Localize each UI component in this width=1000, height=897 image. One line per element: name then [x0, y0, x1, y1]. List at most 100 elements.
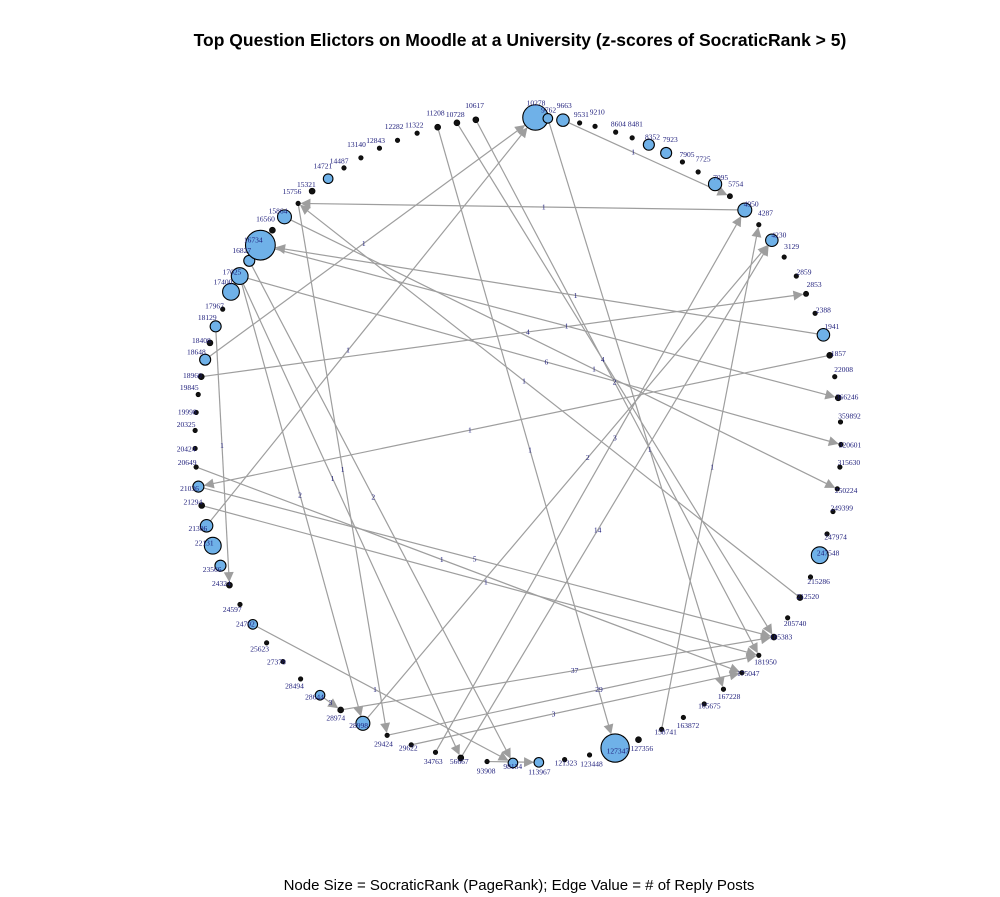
node-label-18408: 18408 — [192, 336, 211, 345]
edge-value-label: 2 — [613, 378, 617, 387]
node-22131 — [203, 536, 222, 555]
edge-value-label: 1 — [468, 426, 472, 435]
node-113967 — [533, 756, 545, 768]
node-24792 — [247, 618, 259, 630]
node-24597 — [237, 601, 243, 608]
chart-title: Top Question Elictors on Moodle at a Uni… — [193, 30, 847, 50]
node-56667 — [457, 754, 465, 762]
node-label-167228: 167228 — [718, 692, 741, 701]
node-12282 — [394, 137, 401, 143]
edge-10617-181950 — [476, 122, 758, 654]
node-label-366246: 366246 — [836, 393, 859, 402]
node-label-8604: 8604 — [611, 120, 626, 129]
node-20424 — [192, 445, 198, 452]
node-15864 — [276, 209, 292, 225]
node-16560 — [269, 226, 276, 234]
node-label-11208: 11208 — [426, 108, 445, 117]
node-15756 — [295, 200, 301, 206]
node-11208 — [434, 123, 441, 131]
node-205740 — [785, 615, 791, 621]
edge-9663-5754 — [568, 122, 728, 196]
node-label-359892: 359892 — [838, 411, 861, 420]
node-22008 — [832, 374, 838, 380]
edge-9762-167228 — [548, 122, 725, 688]
chart-caption: Node Size = SocraticRank (PageRank); Edg… — [283, 877, 755, 894]
node-label-17400: 17400 — [214, 278, 233, 287]
node-label-21306: 21306 — [189, 524, 208, 533]
node-label-29622: 29622 — [399, 743, 418, 752]
edge-28644-28974 — [323, 697, 339, 709]
node-27378 — [280, 658, 286, 665]
node-label-4230: 4230 — [771, 231, 786, 240]
node-label-12843: 12843 — [366, 136, 385, 145]
node-label-10728: 10728 — [446, 110, 465, 119]
node-label-127356: 127356 — [631, 744, 654, 753]
node-label-121323: 121323 — [555, 759, 578, 768]
edge-158741-4287 — [661, 226, 762, 728]
node-label-7905: 7905 — [680, 150, 695, 159]
node-label-24324: 24324 — [212, 579, 231, 588]
edge-value-label: 1 — [528, 446, 532, 455]
node-label-20649: 20649 — [178, 458, 197, 467]
edge-value-label: 1 — [373, 685, 377, 694]
node-label-3129: 3129 — [784, 242, 799, 251]
edge-value-label: 1 — [346, 346, 350, 355]
node-label-8352: 8352 — [645, 132, 660, 141]
edge-value-label: 2 — [586, 453, 590, 462]
node-121323 — [562, 757, 568, 763]
edge-value-label: 4 — [526, 327, 530, 336]
node-label-9762: 9762 — [541, 105, 556, 114]
edge-value-label: 1 — [631, 148, 635, 157]
edges-layer — [198, 122, 839, 768]
node-label-24792: 24792 — [236, 619, 255, 628]
edge-17025-56667 — [242, 283, 460, 756]
edge-value-label: 1 — [440, 555, 444, 564]
edge-value-label: 37 — [571, 666, 579, 675]
node-label-247974: 247974 — [824, 533, 847, 542]
node-17967 — [220, 306, 226, 312]
edge-value-label: 14 — [594, 526, 602, 535]
node-8481 — [629, 135, 635, 141]
node-label-9210: 9210 — [590, 108, 605, 117]
node-label-5754: 5754 — [728, 179, 743, 188]
edge-value-label: 1 — [220, 441, 224, 450]
node-9210 — [592, 123, 598, 129]
edge-value-label: 5 — [473, 554, 477, 563]
node-label-28494: 28494 — [285, 682, 304, 691]
edge-value-label: 1 — [592, 365, 596, 374]
node-28974 — [337, 706, 344, 714]
node-label-7095: 7095 — [713, 173, 728, 182]
node-label-18648: 18648 — [187, 347, 206, 356]
edge-17025-28998 — [241, 284, 364, 717]
node-label-315630: 315630 — [838, 458, 861, 467]
node-label-14487: 14487 — [330, 156, 349, 165]
node-label-27378: 27378 — [267, 658, 286, 667]
node-10617 — [472, 116, 480, 124]
edge-28974-185383 — [343, 634, 771, 711]
node-label-2853: 2853 — [807, 280, 822, 289]
node-label-10278: 10278 — [527, 98, 546, 107]
node-19998 — [193, 409, 199, 415]
edge-value-label: 1 — [542, 203, 546, 212]
node-label-18129: 18129 — [198, 313, 217, 322]
node-18408 — [206, 339, 214, 347]
node-label-23566: 23566 — [203, 565, 222, 574]
node-label-20424: 20424 — [177, 445, 196, 454]
node-label-15321: 15321 — [297, 180, 316, 189]
node-label-28998: 28998 — [349, 721, 368, 730]
edge-28998-4230 — [366, 245, 768, 719]
edge-value-label: 3 — [613, 433, 617, 442]
edge-value-label: 1 — [574, 291, 578, 300]
node-label-123448: 123448 — [580, 760, 603, 769]
node-17400 — [222, 282, 240, 301]
node-18648 — [199, 353, 212, 366]
edge-24792-98154 — [256, 626, 509, 761]
edge-value-label: 1 — [522, 376, 526, 385]
node-181950 — [756, 652, 762, 658]
node-label-127347: 127347 — [607, 747, 630, 756]
edge-20649-175047 — [198, 467, 740, 674]
node-23566 — [214, 559, 227, 572]
node-20325 — [192, 427, 198, 433]
node-250224 — [834, 486, 840, 492]
node-label-19998: 19998 — [178, 408, 197, 417]
